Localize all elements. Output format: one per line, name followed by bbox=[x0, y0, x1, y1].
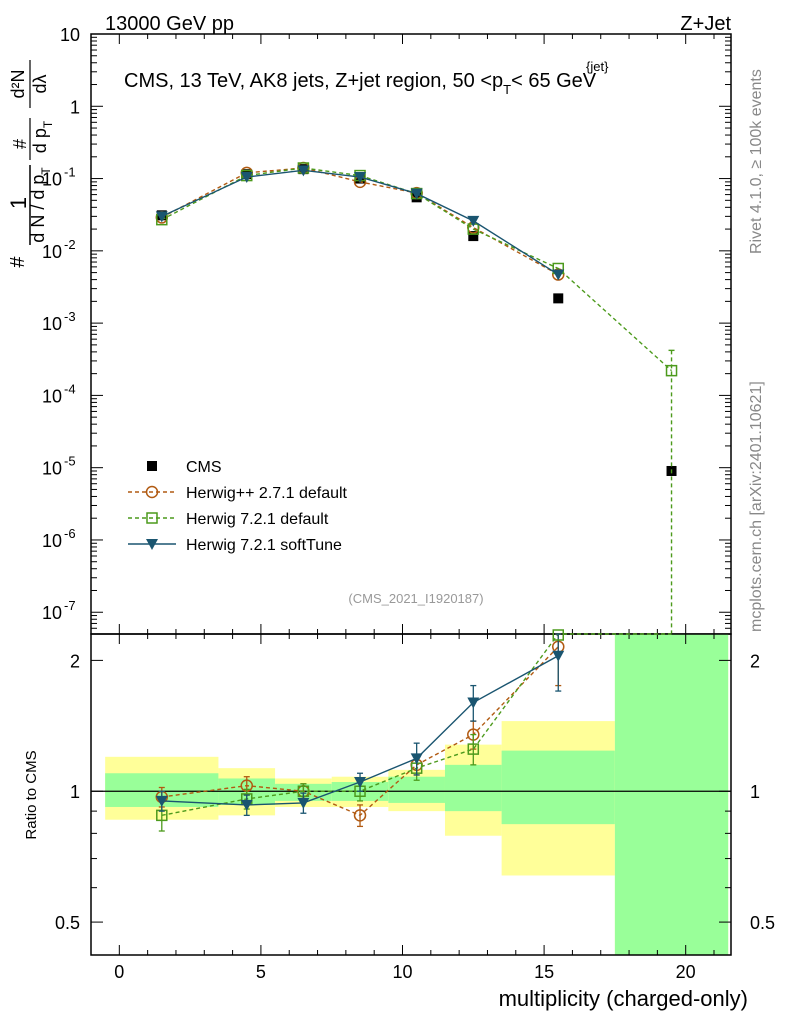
y-axis-label-main: 1 d N / d pT # # d pT d²N dλ bbox=[6, 60, 55, 268]
ratio-y-tick-label-right: 2 bbox=[750, 651, 760, 671]
y-tick-exponent: -6 bbox=[64, 526, 76, 541]
ratio-point-herwig-7-2-1-softtune bbox=[240, 799, 253, 811]
x-tick-label: 5 bbox=[256, 962, 266, 982]
legend-marker bbox=[146, 539, 158, 550]
point-herwig-7-2-1-softtune bbox=[354, 172, 367, 184]
y-tick-label: 1 bbox=[70, 97, 80, 117]
ylabel-one: 1 bbox=[6, 197, 31, 209]
point-herwig-7-2-1-softtune bbox=[410, 188, 423, 200]
y-tick-label: 10 bbox=[42, 386, 62, 406]
x-tick-label: 20 bbox=[676, 962, 696, 982]
x-tick-label: 10 bbox=[392, 962, 412, 982]
series-line-herwig-7-2-1-softtune bbox=[161, 169, 559, 276]
header-right-label: Z+Jet bbox=[680, 13, 731, 35]
x-tick-label: 15 bbox=[534, 962, 554, 982]
ratio-point-herwig-7-2-1-softtune bbox=[467, 697, 480, 709]
legend-label: Herwig 7.2.1 softTune bbox=[186, 537, 342, 554]
ratio-y-tick-label: 0.5 bbox=[55, 913, 80, 933]
ylabel-dpt-main: d p bbox=[30, 128, 50, 153]
ratio-frame bbox=[90, 633, 732, 956]
ratio-point-herwig-7-2-1-softtune bbox=[297, 797, 310, 809]
legend: CMS Herwig++ 2.7.1 default Herwig 7.2.1 de… bbox=[128, 459, 348, 554]
ylabel-hash-mid: # bbox=[10, 139, 30, 149]
ylabel-dpt-sub: T bbox=[41, 120, 55, 128]
plot-title-pt-sub: T bbox=[503, 82, 511, 97]
plot-title-suffix: < 65 GeV bbox=[511, 70, 597, 92]
ratio-point-herwig-2-7-1-default bbox=[353, 809, 367, 822]
y-tick-label: 10 bbox=[42, 531, 62, 551]
ratio-y-tick-label: 1 bbox=[70, 782, 80, 802]
ratio-point-herwig-7-2-1-softtune bbox=[552, 650, 565, 662]
series-line-herwig-7-2-1-default bbox=[161, 167, 672, 372]
point-herwig-7-2-1-softtune bbox=[297, 165, 310, 177]
ratio-band-green bbox=[444, 764, 502, 812]
ratio-point-clipped bbox=[552, 629, 565, 641]
legend-marker bbox=[145, 485, 159, 499]
ylabel-dN-sub: T bbox=[39, 167, 53, 175]
y-tick-label: 10 bbox=[42, 170, 62, 190]
y-tick-label: 10 bbox=[42, 314, 62, 334]
y-tick-exponent: -7 bbox=[64, 598, 76, 613]
ratio-y-axis-label: Ratio to CMS bbox=[23, 750, 40, 839]
ylabel-hash-left: # bbox=[7, 256, 29, 268]
y-tick-exponent: -1 bbox=[64, 165, 76, 180]
ylabel-dlambda: dλ bbox=[30, 74, 50, 93]
point-herwig-7-2-1-softtune bbox=[467, 215, 480, 227]
legend-marker bbox=[146, 512, 158, 524]
y-tick-exponent: -3 bbox=[64, 309, 76, 324]
side-label-mcplots: mcplots.cern.ch [arXiv:2401.10621] bbox=[748, 381, 765, 632]
point-cms bbox=[553, 293, 564, 304]
ratio-point-herwig-7-2-1-softtune bbox=[354, 777, 367, 789]
plot-title-pt: p bbox=[492, 70, 503, 92]
ratio-band-green bbox=[614, 634, 729, 955]
point-herwig-7-2-1-softtune bbox=[155, 211, 168, 223]
x-tick-label: 0 bbox=[114, 962, 124, 982]
point-cms bbox=[468, 231, 479, 242]
y-tick-exponent: -4 bbox=[64, 381, 76, 396]
legend-label: CMS bbox=[186, 459, 222, 476]
ratio-y-tick-label-right: 1 bbox=[750, 782, 760, 802]
ratio-panel: 0 5 10 15 20 0.5 0.5 1 1 2 2 bbox=[55, 629, 775, 982]
y-tick-label: 10 bbox=[42, 242, 62, 262]
y-tick-exponent: -2 bbox=[64, 237, 76, 252]
header-left-label: 13000 GeV pp bbox=[105, 13, 234, 35]
x-axis-label: multiplicity (charged-only) bbox=[499, 986, 748, 1011]
legend-label: Herwig++ 2.7.1 default bbox=[186, 485, 348, 502]
ratio-y-tick-label-right: 0.5 bbox=[750, 913, 775, 933]
ratio-point-herwig-7-2-1-default bbox=[467, 743, 480, 755]
series-line-herwig-2-7-1-default bbox=[161, 167, 559, 276]
ratio-band-green bbox=[501, 750, 615, 825]
plot-title-prefix: CMS, 13 TeV, AK8 jets, Z+jet region, 50 … bbox=[124, 70, 492, 92]
ylabel-dN-main: d N / d p bbox=[28, 175, 48, 243]
legend-label: Herwig 7.2.1 default bbox=[186, 511, 329, 528]
plot-title-superscript: {jet} bbox=[586, 59, 609, 74]
ratio-point-herwig-7-2-1-softtune bbox=[410, 753, 423, 765]
y-tick-label: 10 bbox=[42, 459, 62, 479]
legend-marker bbox=[147, 461, 157, 471]
ylabel-d2N: d²N bbox=[8, 69, 28, 98]
ratio-point-herwig-7-2-1-softtune bbox=[155, 795, 168, 807]
y-tick-label: 10 bbox=[42, 603, 62, 623]
y-tick-exponent: -5 bbox=[64, 454, 76, 469]
ratio-y-tick-label: 2 bbox=[70, 651, 80, 671]
y-tick-label: 10 bbox=[60, 25, 80, 45]
analysis-watermark: (CMS_2021_I1920187) bbox=[348, 591, 483, 606]
side-label-rivet: Rivet 4.1.0, ≥ 100k events bbox=[748, 69, 765, 254]
plot-title: CMS, 13 TeV, AK8 jets, Z+jet region, 50 … bbox=[124, 70, 597, 97]
point-herwig-7-2-1-softtune bbox=[552, 269, 565, 281]
point-herwig-7-2-1-softtune bbox=[240, 172, 253, 184]
ylabel-dpt: d pT bbox=[30, 120, 55, 153]
ylabel-dN: d N / d pT bbox=[28, 167, 53, 243]
